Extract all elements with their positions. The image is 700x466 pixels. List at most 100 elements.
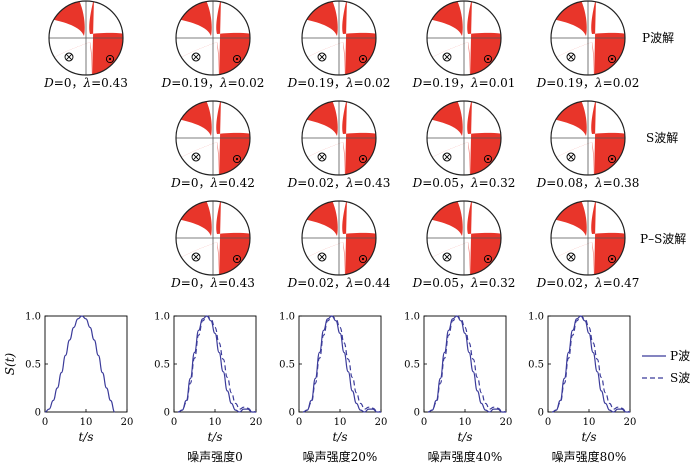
beachball-row1-col1 (48, 0, 124, 76)
ball-outline (426, 0, 502, 76)
x-axis-label: t/s (581, 430, 596, 444)
ball-parameter-label: D=0.19，λ=0.01 (412, 76, 516, 90)
stf-panel-3: 0 0.5 1.0 0 10 20 t/s 噪声强度20% (279, 312, 387, 465)
y-tick-label: 0 (538, 408, 544, 419)
stf-panel-5: 0 0.5 1.0 0 10 20 t/s 噪声强度80% (528, 312, 636, 465)
ball-parameter-label: D=0.02，λ=0.43 (287, 176, 391, 190)
p-axis-symbol (566, 52, 576, 62)
x-tick-label: 10 (80, 417, 93, 428)
noise-level-caption: 噪声强度20% (303, 449, 378, 464)
stf-panel-2: 0 0.5 1.0 0 10 20 t/s 噪声强度0 (154, 312, 262, 465)
series-line-p-wave (44, 315, 116, 413)
p-axis-symbol (191, 152, 201, 162)
stf-panel-1: 0 0.5 1.0 0 10 20 t/s (25, 312, 133, 445)
source-time-function-panels: 0 0.5 1.0 0 10 20 t/s 0 0.5 1.0 0 10 20 t/s 噪声强度0 0 0.5 1… (3, 312, 636, 465)
t-axis-symbol (483, 54, 493, 64)
x-tick-label: 0 (545, 417, 551, 428)
y-tick-label: 0.5 (404, 360, 420, 371)
p-axis-symbol (317, 52, 327, 62)
beachball-row2-col5 (550, 100, 626, 176)
ball-parameter-label: D=0.08，λ=0.38 (536, 176, 640, 190)
ball-outline (301, 100, 377, 176)
beachball-row3-col3 (301, 200, 377, 276)
y-tick-label: 0 (414, 408, 420, 419)
t-axis-symbol (232, 54, 242, 64)
ball-parameter-label: D=0.19，λ=0.02 (287, 76, 391, 90)
p-axis-symbol (442, 152, 452, 162)
x-axis-label: t/s (332, 430, 347, 444)
ball-parameter-label: D=0.05，λ=0.32 (412, 176, 516, 190)
ball-parameter-label: D=0，λ=0.43 (170, 276, 255, 290)
p-axis-symbol (566, 252, 576, 262)
ball-outline (301, 200, 377, 276)
beachball-row3-col2 (175, 200, 251, 276)
y-tick-label: 0.5 (154, 360, 170, 371)
ball-outline (550, 100, 626, 176)
ball-parameter-label: D=0.02，λ=0.47 (536, 276, 640, 290)
t-axis-symbol (232, 254, 242, 264)
ball-parameter-label: D=0.05，λ=0.32 (412, 276, 516, 290)
y-tick-label: 1.0 (528, 312, 544, 323)
x-axis-label: t/s (78, 430, 93, 444)
y-tick-label: 0.5 (25, 360, 41, 371)
beachball-grid: D=0，λ=0.43 D=0.19，λ=0.02 D=0.19，λ=0.02 D=0.… (43, 0, 639, 290)
t-axis-symbol (607, 254, 617, 264)
axes-frame (44, 315, 128, 413)
p-axis-symbol (442, 52, 452, 62)
axes-frame (547, 315, 631, 413)
y-tick-label: 1.0 (25, 312, 41, 323)
y-tick-label: 0.5 (279, 360, 295, 371)
x-tick-label: 10 (209, 417, 222, 428)
beachball-row2-col2 (175, 100, 251, 176)
t-axis-symbol (105, 54, 115, 64)
y-tick-label: 1.0 (404, 312, 420, 323)
p-axis-symbol (191, 252, 201, 262)
p-axis-symbol (317, 252, 327, 262)
t-axis-symbol (358, 154, 368, 164)
beachball-row1-col5 (550, 0, 626, 76)
series-line-p-wave (428, 315, 506, 413)
beachball-row1-col2 (175, 0, 251, 76)
series-line-s-wave (552, 315, 631, 413)
p-axis-symbol (442, 252, 452, 262)
t-axis-symbol (607, 54, 617, 64)
x-tick-label: 20 (624, 417, 637, 428)
t-axis-symbol (607, 154, 617, 164)
noise-level-caption: 噪声强度0 (187, 449, 243, 464)
x-tick-label: 20 (250, 417, 263, 428)
noise-level-caption: 噪声强度40% (428, 449, 503, 464)
row-label-s: S波解 (646, 131, 678, 145)
ball-outline (426, 100, 502, 176)
series-line-s-wave (303, 315, 382, 413)
ball-outline (301, 0, 377, 76)
series-line-s-wave (178, 315, 257, 413)
x-tick-label: 10 (334, 417, 347, 428)
y-tick-label: 0 (289, 408, 295, 419)
x-tick-label: 20 (500, 417, 513, 428)
row-label-ps: P–S波解 (640, 232, 686, 246)
x-axis-label: t/s (457, 430, 472, 444)
series-line-s-wave (428, 315, 507, 413)
x-tick-label: 10 (459, 417, 472, 428)
ball-parameter-label: D=0.02，λ=0.44 (287, 276, 391, 290)
chart-legend: P波 S波 (642, 349, 690, 385)
axes-frame (423, 315, 507, 413)
y-tick-label: 0.5 (528, 360, 544, 371)
p-axis-symbol (317, 152, 327, 162)
beachball-row1-col4 (426, 0, 502, 76)
x-tick-label: 0 (42, 417, 48, 428)
series-line-p-wave (552, 315, 630, 413)
series-line-p-wave (178, 315, 256, 413)
ball-parameter-label: D=0，λ=0.43 (43, 76, 128, 90)
ball-outline (175, 200, 251, 276)
row-labels: P波解 S波解 P–S波解 (640, 31, 686, 246)
x-tick-label: 0 (421, 417, 427, 428)
p-axis-symbol (191, 52, 201, 62)
x-tick-label: 20 (121, 417, 134, 428)
t-axis-symbol (232, 154, 242, 164)
series-line-p-wave (303, 315, 381, 413)
beachball-row3-col5 (550, 200, 626, 276)
y-tick-label: 1.0 (279, 312, 295, 323)
p-axis-symbol (64, 52, 74, 62)
